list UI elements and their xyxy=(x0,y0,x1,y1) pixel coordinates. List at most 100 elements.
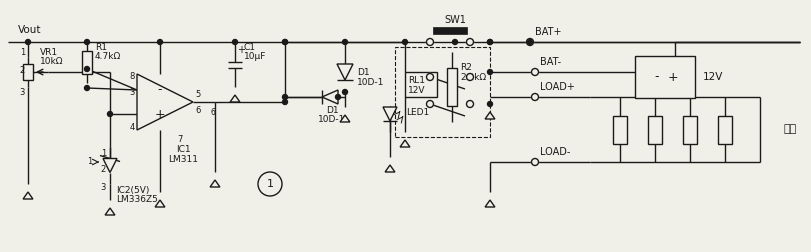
Text: 4: 4 xyxy=(130,123,135,133)
Circle shape xyxy=(487,102,492,107)
Bar xyxy=(23,64,33,80)
Text: D1: D1 xyxy=(325,106,338,114)
Polygon shape xyxy=(137,74,193,130)
Text: 12V: 12V xyxy=(702,72,723,82)
Bar xyxy=(82,51,92,74)
Circle shape xyxy=(342,40,347,45)
Polygon shape xyxy=(105,208,115,215)
Circle shape xyxy=(526,39,533,46)
Text: +: + xyxy=(667,71,677,83)
Circle shape xyxy=(342,89,347,94)
Bar xyxy=(405,72,436,97)
Circle shape xyxy=(426,39,433,46)
Polygon shape xyxy=(384,165,394,172)
Circle shape xyxy=(452,40,457,45)
Text: RL1: RL1 xyxy=(407,76,424,84)
Circle shape xyxy=(487,70,492,75)
Circle shape xyxy=(487,40,492,45)
Bar xyxy=(394,47,489,137)
Text: LED1: LED1 xyxy=(406,108,429,116)
Circle shape xyxy=(402,40,407,45)
Text: 10kΩ: 10kΩ xyxy=(40,56,63,66)
Bar xyxy=(717,115,731,143)
Circle shape xyxy=(157,40,162,45)
Text: 5: 5 xyxy=(195,89,200,99)
Text: 7: 7 xyxy=(177,136,182,144)
Text: VR1: VR1 xyxy=(40,47,58,56)
Text: R2: R2 xyxy=(460,62,471,72)
Text: IC2(5V): IC2(5V) xyxy=(116,185,149,195)
Text: SW1: SW1 xyxy=(444,15,466,25)
Text: 8: 8 xyxy=(130,72,135,80)
Circle shape xyxy=(335,94,340,100)
Text: 10D-1: 10D-1 xyxy=(318,114,345,123)
Polygon shape xyxy=(484,200,494,207)
Circle shape xyxy=(426,101,433,108)
Text: 2.2kΩ: 2.2kΩ xyxy=(460,73,486,81)
Circle shape xyxy=(84,67,89,72)
Bar xyxy=(612,115,626,143)
Bar xyxy=(647,115,661,143)
Bar xyxy=(682,115,696,143)
Polygon shape xyxy=(210,180,220,187)
Circle shape xyxy=(84,85,89,90)
Text: 3: 3 xyxy=(130,87,135,97)
Text: BAT-: BAT- xyxy=(539,57,560,67)
Text: C1: C1 xyxy=(243,43,255,51)
Polygon shape xyxy=(103,159,117,173)
Polygon shape xyxy=(484,112,494,119)
Text: 10μF: 10μF xyxy=(243,51,266,60)
Text: 1: 1 xyxy=(101,149,106,159)
Text: 2: 2 xyxy=(19,66,25,75)
Circle shape xyxy=(107,111,113,116)
Text: 1: 1 xyxy=(266,179,273,189)
Polygon shape xyxy=(340,115,350,122)
Text: LM311: LM311 xyxy=(168,155,198,165)
Bar xyxy=(446,68,457,106)
Text: Vout: Vout xyxy=(18,25,41,35)
Text: 1: 1 xyxy=(87,158,92,167)
Circle shape xyxy=(232,40,237,45)
Text: BAT+: BAT+ xyxy=(534,27,561,37)
Circle shape xyxy=(466,101,473,108)
Text: 负荷: 负荷 xyxy=(783,124,796,135)
Text: LOAD+: LOAD+ xyxy=(539,82,574,92)
Bar xyxy=(432,27,466,34)
Polygon shape xyxy=(155,200,165,207)
Polygon shape xyxy=(322,90,337,104)
Text: 6: 6 xyxy=(195,106,200,114)
Text: LM336Z5: LM336Z5 xyxy=(116,195,157,204)
Text: LOAD-: LOAD- xyxy=(539,147,569,157)
Circle shape xyxy=(487,40,492,45)
Text: 2: 2 xyxy=(101,165,106,173)
Text: 1: 1 xyxy=(19,47,25,56)
Circle shape xyxy=(531,69,538,76)
Circle shape xyxy=(282,40,287,45)
Text: -: - xyxy=(654,71,659,83)
Circle shape xyxy=(531,159,538,166)
Text: 3: 3 xyxy=(101,182,106,192)
Circle shape xyxy=(466,74,473,80)
Text: 6: 6 xyxy=(210,108,215,116)
Circle shape xyxy=(282,100,287,105)
Text: D1: D1 xyxy=(357,68,369,77)
Polygon shape xyxy=(230,95,239,102)
Polygon shape xyxy=(23,192,33,199)
Circle shape xyxy=(282,40,287,45)
Text: IC1: IC1 xyxy=(175,145,190,154)
Text: 10D-1: 10D-1 xyxy=(357,78,384,86)
Circle shape xyxy=(527,40,532,45)
Text: 4.7kΩ: 4.7kΩ xyxy=(95,51,121,60)
Text: R1: R1 xyxy=(95,43,107,51)
Circle shape xyxy=(84,40,89,45)
Bar xyxy=(634,56,694,98)
Polygon shape xyxy=(337,64,353,80)
Circle shape xyxy=(466,39,473,46)
Circle shape xyxy=(426,74,433,80)
Text: 12V: 12V xyxy=(407,85,425,94)
Circle shape xyxy=(282,94,287,100)
Text: +: + xyxy=(155,108,165,120)
Text: 3: 3 xyxy=(19,87,25,97)
Circle shape xyxy=(531,93,538,101)
Circle shape xyxy=(25,40,31,45)
